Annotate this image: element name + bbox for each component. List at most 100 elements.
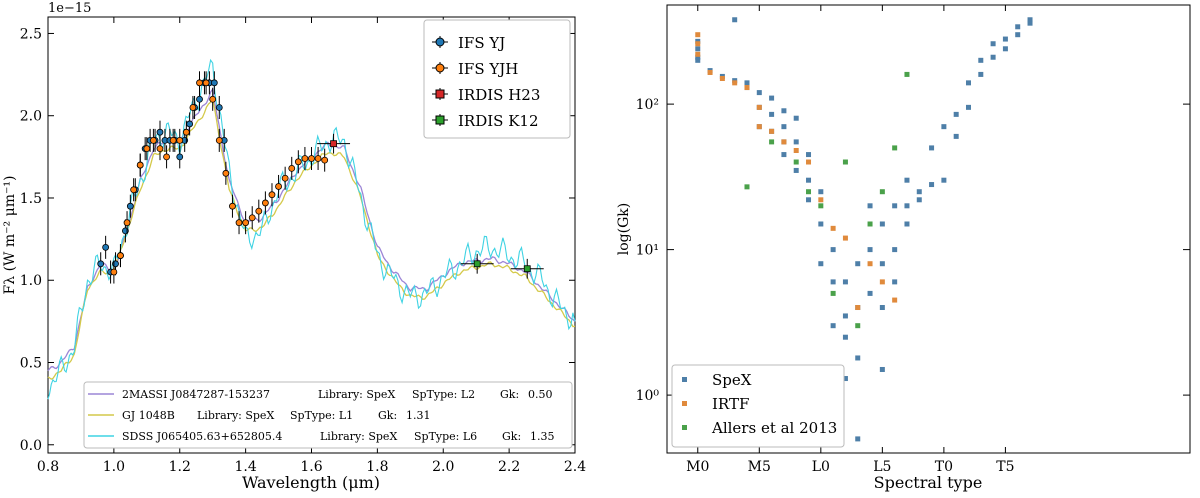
spex-point [830, 279, 836, 285]
left-x-tick-label: 1.4 [234, 459, 256, 475]
spex-point [904, 203, 910, 209]
legend-template-sdss-sptype: SpType: L6 [414, 430, 477, 443]
irtf-point [879, 279, 885, 285]
irtf-point [842, 235, 848, 241]
right-axis-ticks: M0 M5 L0 L5 T0 T5 10⁰ 10¹ 10² [636, 5, 1190, 475]
spex-point [793, 115, 799, 121]
left-y-tick-label: 1.0 [20, 273, 42, 289]
spex-point [965, 104, 971, 110]
spex-point [916, 197, 922, 203]
ifs-yjh-point [222, 161, 230, 185]
ifs-yj-point [210, 71, 218, 95]
ifs-yjh-point [229, 194, 236, 218]
ifs-yjh-point [288, 156, 296, 180]
spex-point [1015, 32, 1021, 38]
legend-template-sdss-name: SDSS J065405.63+652805.4 [122, 430, 282, 443]
spex-point [929, 145, 935, 151]
spex-point [695, 46, 701, 52]
ifs-yj-point [97, 252, 105, 276]
legend-allers-marker [682, 425, 687, 430]
left-y-tick-label: 2.0 [20, 109, 42, 125]
spex-point [842, 313, 848, 319]
ifs-yjh-point [169, 128, 177, 152]
left-x-tick-label: 2.4 [564, 459, 586, 475]
ifs-yjh-point [242, 211, 250, 235]
legend-ifs-yj-label: IFS YJ [458, 34, 505, 52]
ifs-yjh-point [294, 150, 302, 174]
irtf-point [695, 41, 701, 47]
spex-point [818, 261, 824, 267]
legend-irdis-k12-label: IRDIS K12 [458, 112, 539, 130]
legend-irdis-k12-marker [435, 115, 445, 125]
spex-point [695, 54, 701, 60]
legend-template-gj1048b: GJ 1048B Library: SpeX SpType: L1 Gk: 1.… [88, 409, 431, 422]
ifs-yjh-point [123, 211, 131, 235]
spex-point [953, 111, 959, 117]
right-y-tick-label: 10² [636, 97, 659, 113]
spex-point [781, 108, 787, 114]
legend-template-gj1048b-gk: 1.31 [406, 409, 431, 422]
spex-point [990, 54, 996, 60]
spex-point [744, 80, 750, 86]
legend-irtf: IRTF [682, 395, 749, 413]
ifs-yjh-point [143, 137, 151, 161]
left-x-tick-label: 1.2 [169, 459, 191, 475]
legend-ifs-yjh-label: IFS YJH [458, 60, 518, 78]
spex-point [1027, 20, 1033, 26]
spex-point [781, 124, 787, 130]
ifs-yjh-point [301, 146, 309, 171]
spex-point [892, 203, 898, 209]
ifs-yjh-point [281, 166, 289, 190]
spex-point [806, 152, 812, 158]
irdis-h23-point [317, 133, 351, 154]
allers-point [744, 184, 750, 190]
ifs-yj-point [126, 194, 134, 218]
ifs-yjh-point [248, 206, 256, 230]
right-y-tick-label: 10⁰ [636, 388, 660, 404]
irtf-point [818, 197, 824, 203]
spex-point [978, 71, 984, 77]
ifs-yjh-point [235, 211, 243, 235]
irtf-point [867, 261, 873, 267]
ifs-yjh-point [189, 95, 197, 120]
spex-point [879, 221, 885, 227]
legend-irdis-k12: IRDIS K12 [432, 112, 539, 130]
right-x-tick-label: M0 [686, 459, 709, 475]
template-line-gj1048b [47, 97, 576, 380]
irtf-point [719, 75, 725, 81]
spex-point [879, 366, 885, 372]
ifs-yjh-point [321, 148, 329, 172]
ifs-yjh-point [255, 199, 263, 223]
spex-point [879, 261, 885, 267]
template-legend-box [83, 381, 573, 449]
ifs-yjh-point [196, 71, 203, 95]
irtf-point [756, 104, 762, 110]
spex-point [806, 197, 812, 203]
left-x-tick-label: 1.0 [103, 459, 125, 475]
ifs-yj-point [102, 235, 110, 259]
ifs-yjh-point [130, 178, 138, 202]
left-axis-ticks: 0.8 1.0 1.2 1.4 1.6 1.8 2.0 2.2 2.4 0.0 0.5 1.0 1.5 2… [20, 17, 586, 475]
scatter-legend-box [671, 364, 845, 448]
left-y-tick-label: 1.5 [20, 191, 42, 207]
spex-point [695, 57, 701, 63]
legend-irdis-h23-marker [435, 89, 445, 99]
goodness-of-fit-chart: M0 M5 L0 L5 T0 T5 10⁰ 10¹ 10² Spectral type log(… [616, 4, 1191, 492]
ifs-yjh-point [209, 87, 217, 111]
left-x-tick-label: 1.8 [366, 459, 388, 475]
photometry-points [97, 71, 544, 284]
spex-point [855, 261, 861, 267]
legend-template-2mass: 2MASSI J0847287-153237 Library: SpeX SpT… [88, 388, 553, 401]
spex-point [806, 177, 812, 183]
spex-point [916, 189, 922, 195]
right-plot-area [666, 4, 1191, 454]
left-y-tick-label: 0.5 [20, 356, 42, 372]
y-multiplier-label: 1e−15 [48, 1, 91, 16]
legend-irdis-h23: IRDIS H23 [432, 86, 540, 104]
ifs-yjh-point [182, 120, 190, 144]
spex-point [842, 279, 848, 285]
spex-point [818, 221, 824, 227]
ifs-yjh-point [117, 244, 124, 268]
spex-point [929, 182, 935, 188]
ifs-yjh-point [308, 146, 315, 171]
